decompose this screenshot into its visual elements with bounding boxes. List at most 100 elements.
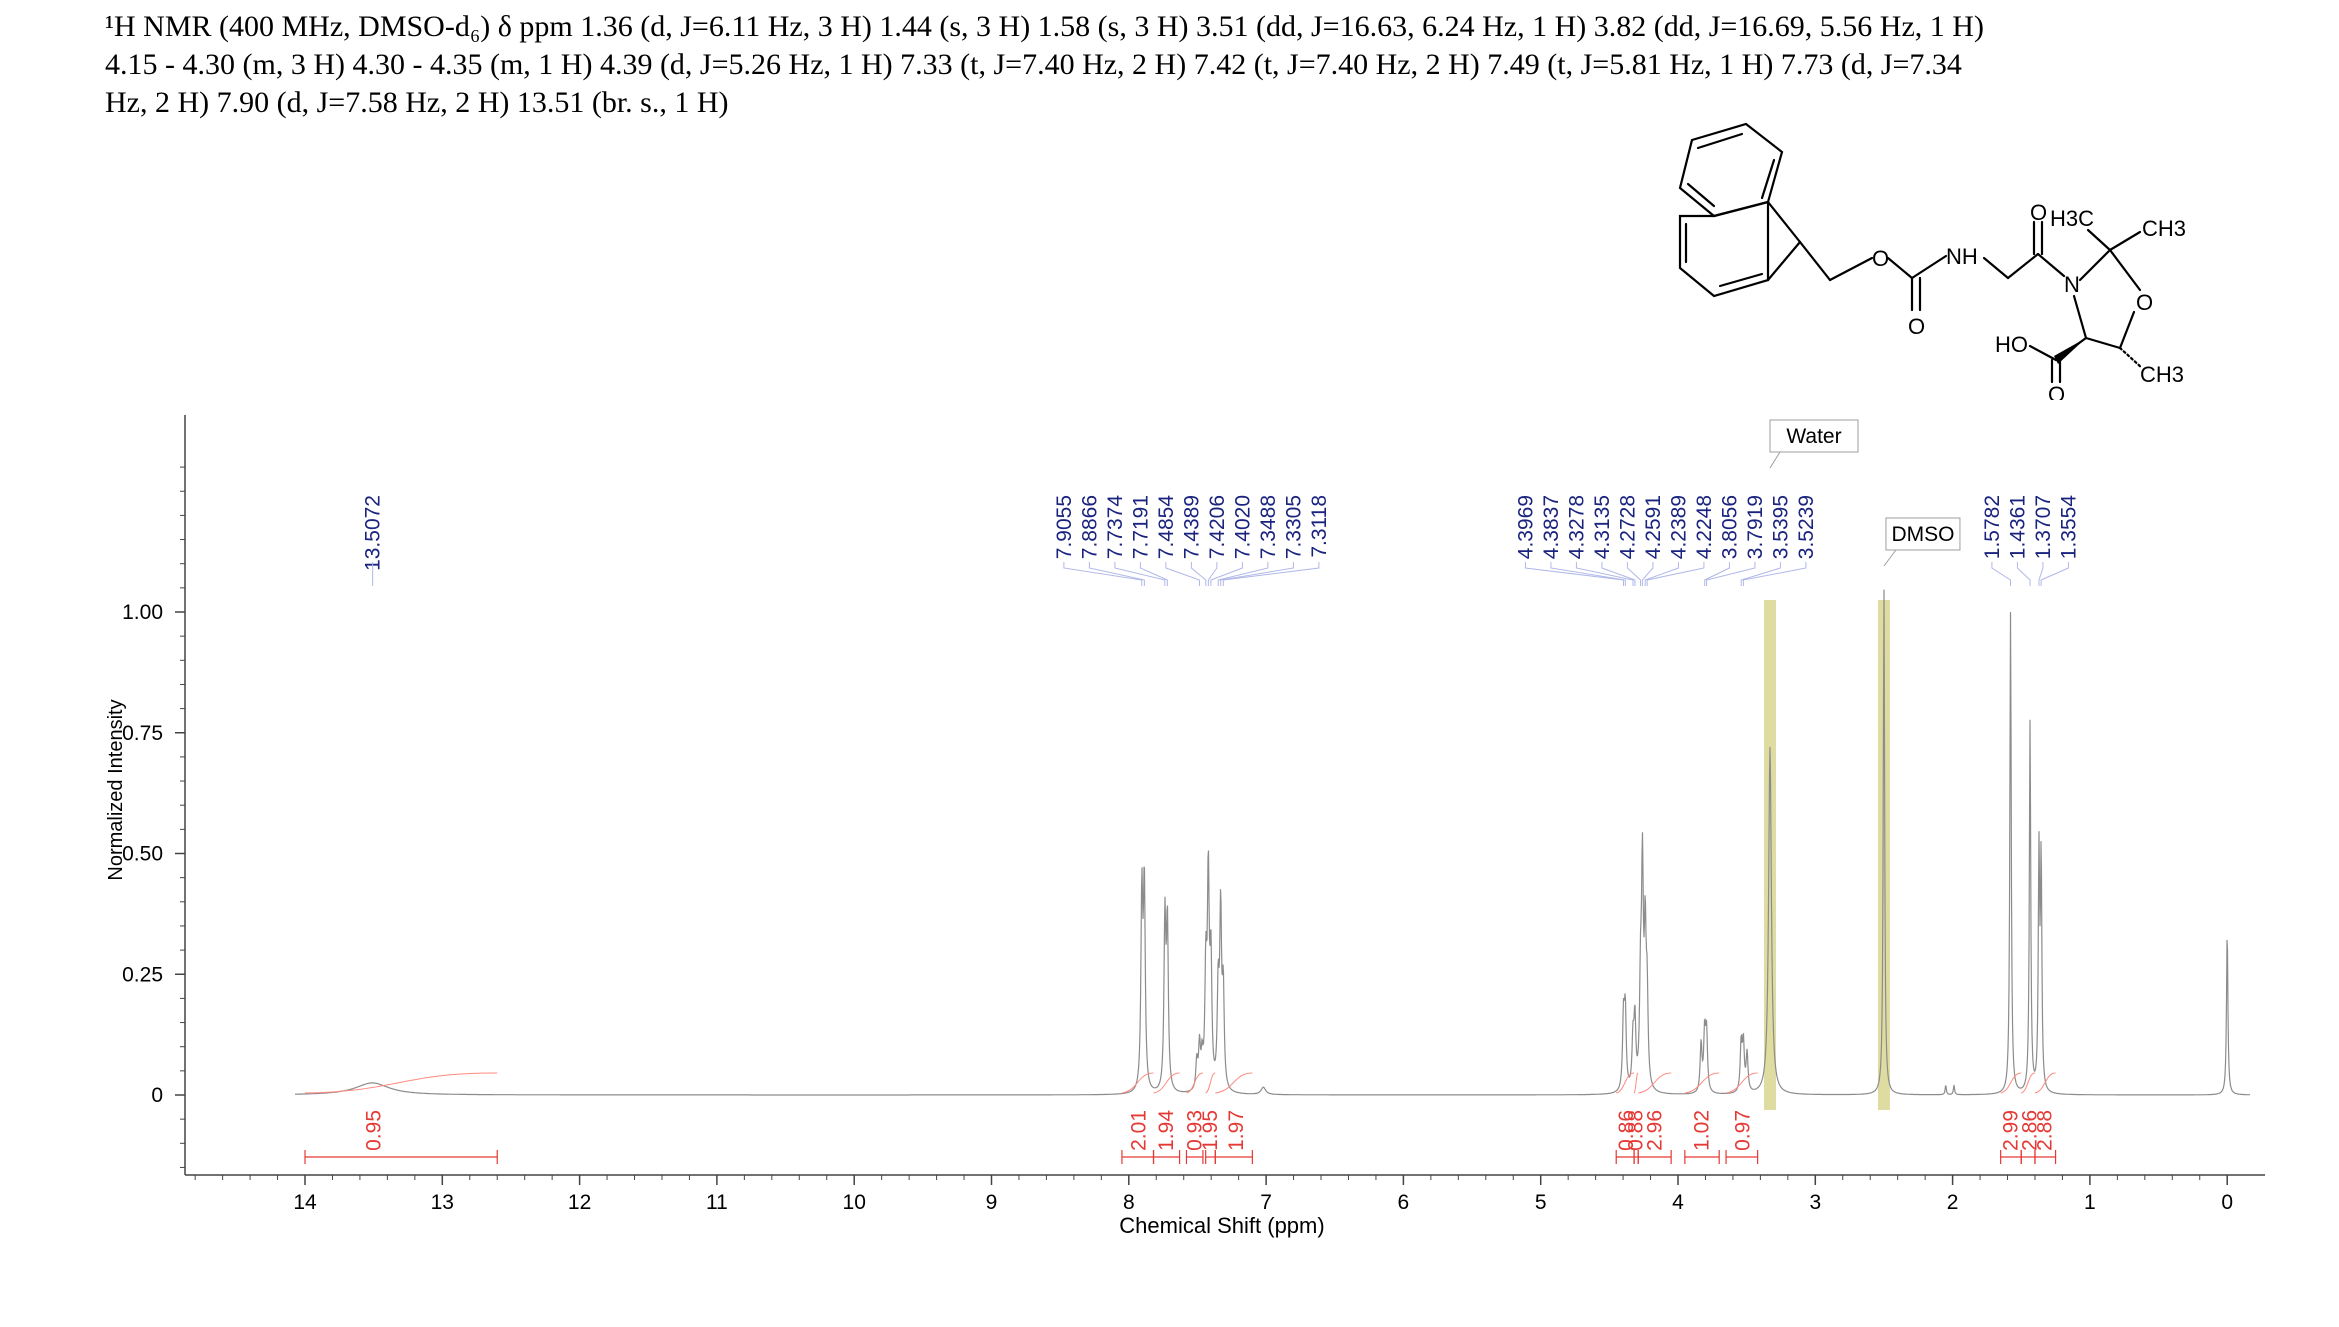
integral-curve	[1121, 1072, 1154, 1094]
peak-label: 7.8866	[1078, 495, 1101, 559]
peak-label: 4.3278	[1565, 495, 1588, 559]
atom-ch3-top: CH3	[2142, 216, 2186, 241]
nmr-description-line-1: ¹H NMR (400 MHz, DMSO-d₆) δ ppm 1.36 (d,…	[105, 10, 1984, 43]
y-tick-label: 0.50	[122, 843, 163, 866]
integral-label: 0.97	[1732, 1110, 1755, 1151]
x-tick-label: 6	[1398, 1191, 1410, 1214]
peak-label: 7.3305	[1282, 495, 1305, 559]
spectrum-trace	[295, 589, 2251, 1096]
integral-curve	[1215, 1072, 1253, 1094]
peak-label: 4.2728	[1616, 495, 1639, 559]
x-axis-label: Chemical Shift (ppm)	[1119, 1213, 1324, 1238]
peak-label-connector	[1207, 562, 1218, 586]
peak-label-connector	[1646, 562, 1705, 586]
peak-label: 7.7191	[1129, 495, 1152, 559]
atom-o-acid: O	[2048, 382, 2065, 400]
atom-ho: HO	[1995, 332, 2028, 357]
integral-label: 2.96	[1644, 1110, 1667, 1151]
peak-label: 7.3488	[1257, 495, 1280, 559]
integral-curve	[1186, 1072, 1204, 1094]
integral-curve	[304, 1072, 498, 1094]
integral-label: 0.88	[1624, 1110, 1647, 1151]
peak-label: 4.3135	[1591, 495, 1614, 559]
nmr-description: ¹H NMR (400 MHz, DMSO-d₆) δ ppm 1.36 (d,…	[105, 8, 2285, 122]
peak-label: 7.4020	[1231, 495, 1254, 559]
peak-label-connector	[1088, 562, 1145, 586]
peak-label-connector	[1550, 562, 1626, 586]
peak-label: 3.5395	[1769, 495, 1792, 559]
integral-curve	[1725, 1072, 1758, 1094]
integral-label: 2.99	[1999, 1110, 2022, 1151]
solvent-band-0	[1763, 600, 1776, 1110]
atom-nh: NH	[1946, 244, 1978, 269]
peak-label: 3.7919	[1744, 495, 1767, 559]
peak-label: 7.3118	[1308, 495, 1331, 558]
integral-label: 2.01	[1127, 1110, 1150, 1151]
peak-label: 3.8056	[1718, 495, 1741, 559]
integral-curve	[2000, 1072, 2022, 1094]
wedge-bond	[2054, 338, 2086, 364]
atom-n-ring: N	[2064, 272, 2080, 297]
peak-label-connector	[1742, 562, 1807, 586]
x-tick-label: 7	[1260, 1191, 1272, 1214]
peak-label: 7.4206	[1206, 495, 1229, 559]
peak-label-connector	[2038, 562, 2044, 586]
integral-curve	[1616, 1072, 1635, 1094]
peak-label: 1.3554	[2057, 495, 2080, 560]
atom-ch3-bottom: CH3	[2140, 362, 2184, 387]
peak-label-connector	[1706, 562, 1756, 586]
y-axis-label: Normalized Intensity	[105, 699, 127, 880]
integral-curve	[1153, 1072, 1180, 1094]
x-tick-label: 10	[843, 1191, 866, 1214]
solvent-annotations: Water DMSO	[1769, 419, 1961, 567]
peak-label-connector	[1063, 562, 1143, 586]
peak-label-connector	[1991, 562, 2012, 586]
solvent-band-1	[1877, 600, 1890, 1110]
peak-label: 7.7374	[1104, 495, 1127, 560]
peak-label-connector	[2040, 562, 2069, 586]
peak-label: 4.2591	[1642, 495, 1665, 559]
x-tick-label: 4	[1672, 1191, 1684, 1214]
peak-label: 1.5782	[1981, 495, 2004, 559]
integral-label: 0.86	[1615, 1110, 1638, 1151]
annotation-box	[1885, 517, 1961, 551]
peak-label: 4.2248	[1693, 495, 1716, 559]
x-tick-label: 1	[2084, 1191, 2096, 1214]
solvent-bands	[1763, 600, 1890, 1110]
integral-label: 0.95	[363, 1110, 386, 1151]
peak-label: 4.3837	[1540, 495, 1563, 559]
integral-label: 0.93	[1184, 1110, 1207, 1151]
x-tick-label: 9	[986, 1191, 998, 1214]
integrals: 0.95 2.01 1.94 0.931.95 1.97 0.860.882.96 1.02…	[304, 1072, 2057, 1164]
peak-label-connector	[1626, 562, 1642, 586]
peak-label-connector	[1114, 562, 1166, 586]
atom-o-ether: O	[1872, 246, 1889, 271]
peak-label: 3.5239	[1795, 495, 1818, 559]
x-tick-label: 14	[293, 1191, 317, 1214]
integral-curve	[1633, 1072, 1639, 1094]
annotation-leader	[1769, 451, 1781, 469]
x-tick-label: 2	[1947, 1191, 1959, 1214]
y-tick-label: 0	[151, 1084, 163, 1107]
nmr-description-line-2: 4.15 - 4.30 (m, 3 H) 4.30 - 4.35 (m, 1 H…	[105, 48, 1962, 81]
peak-label-connector	[2016, 562, 2031, 586]
peak-label-connector	[1220, 562, 1294, 586]
peak-label-connector	[1524, 562, 1625, 586]
x-tick-label: 0	[2221, 1191, 2233, 1214]
x-tick-label: 13	[431, 1191, 454, 1214]
integral-label: 1.94	[1155, 1110, 1178, 1151]
chart-axes: 14 13 12 11 10 9 8 7 6 5 4 3 2 1 01.000.750.500.250	[122, 415, 2265, 1214]
peak-label-connector	[1210, 562, 1243, 586]
x-tick-label: 5	[1535, 1191, 1547, 1214]
peak-label-connector	[1222, 562, 1320, 586]
peak-label: 4.2389	[1667, 495, 1690, 559]
annotation-leader	[1883, 549, 1897, 567]
peak-label-connector	[1575, 562, 1634, 586]
atom-o-carbonyl-1: O	[1908, 314, 1925, 339]
peak-label-connector	[1165, 562, 1200, 586]
peak-label-connector	[1644, 562, 1679, 586]
peak-label-connector	[1217, 562, 1269, 586]
peak-label: 7.4854	[1155, 495, 1178, 560]
peak-label-connector	[1704, 562, 1730, 586]
